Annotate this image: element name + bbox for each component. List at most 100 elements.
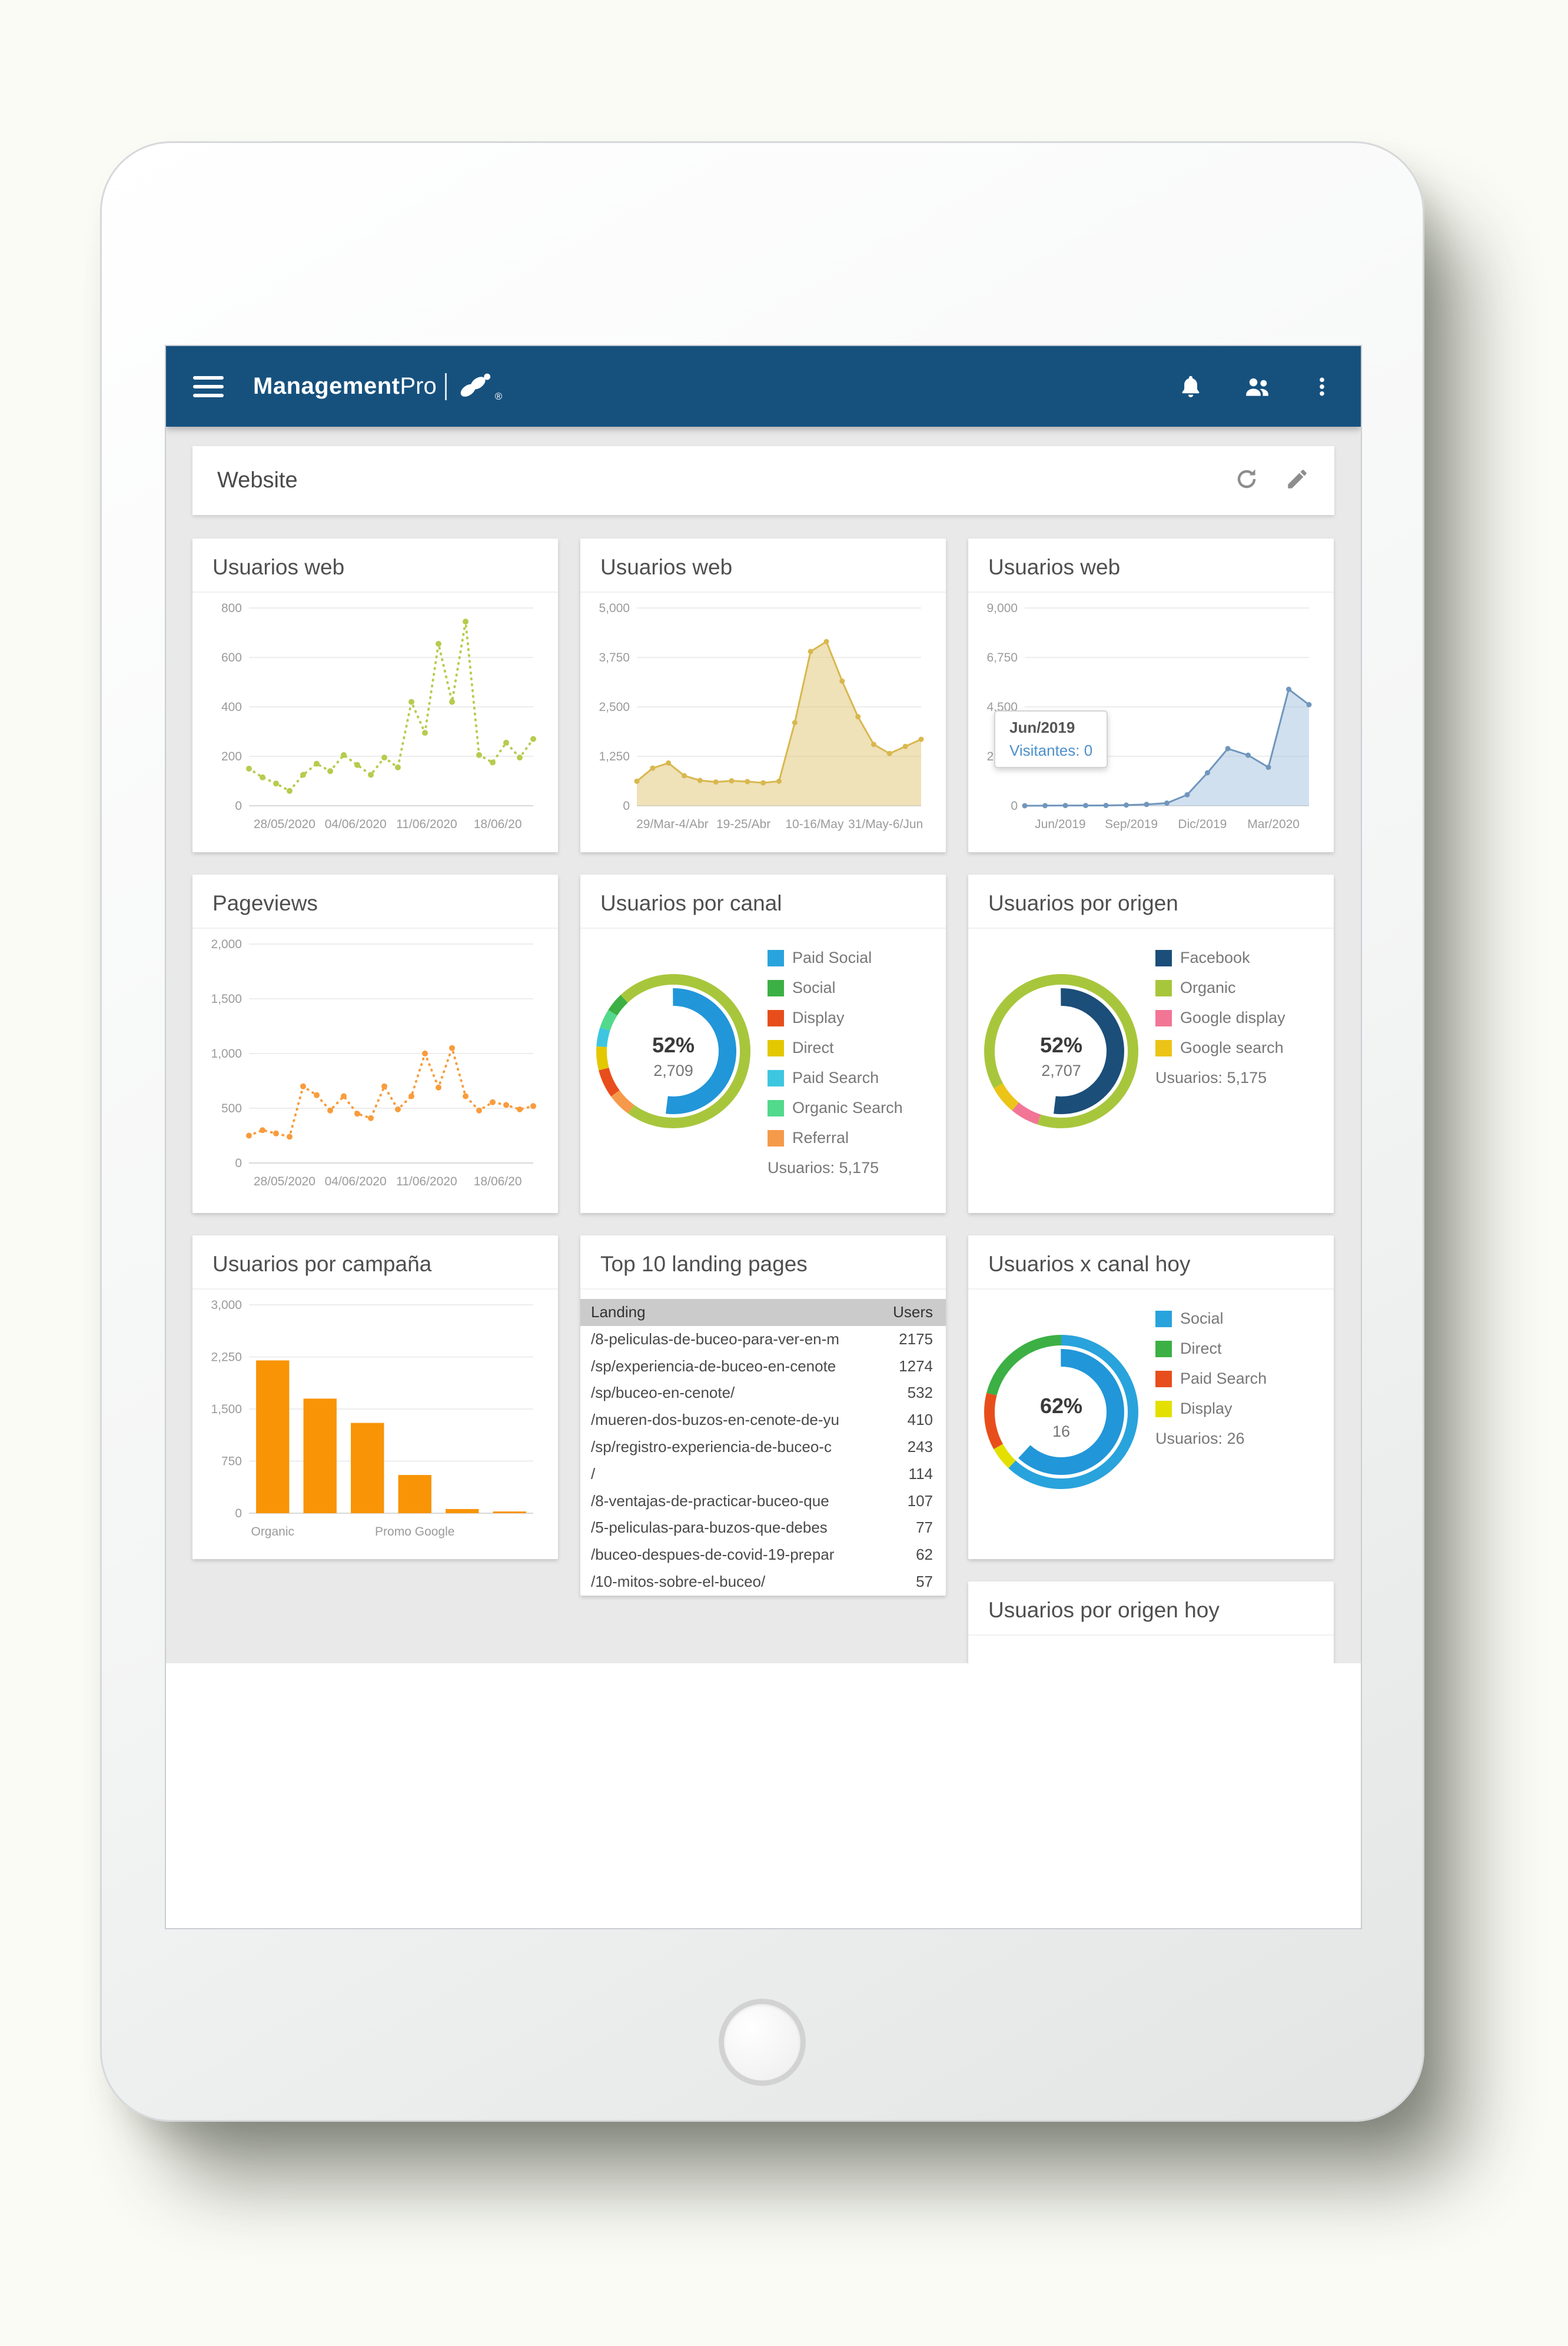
column-header-users: Users — [893, 1303, 933, 1321]
users-count-cell: 114 — [908, 1464, 933, 1483]
page-title: Website — [217, 468, 298, 493]
card-title: Usuarios por campaña — [192, 1235, 558, 1290]
card-usuarios-por-campana: Usuarios por campaña 0 750 1,500 2,250 3,000… — [192, 1235, 558, 1559]
area-chart-usuarios-web-2[interactable]: 0 1,250 2,500 3,750 5,000 29/Mar-4/Abr 19-25/A… — [589, 599, 931, 835]
tablet-frame: Management Pro ® — [100, 141, 1424, 2122]
legend-item: Direct — [768, 1039, 940, 1057]
users-people-icon[interactable] — [1242, 371, 1273, 402]
legend-label: Google display — [1180, 1009, 1285, 1026]
screen-bottom-blank — [166, 1663, 1361, 1928]
svg-text:19-25/Abr: 19-25/Abr — [716, 818, 770, 831]
menu-icon[interactable] — [193, 376, 224, 397]
legend-label: Display — [1180, 1400, 1233, 1417]
usuarios-total: Usuarios: 5,175 — [768, 1159, 879, 1177]
home-button[interactable] — [719, 1999, 806, 2086]
legend-label: Direct — [792, 1039, 834, 1056]
cards-grid: Usuarios web 0 200 400 600 800 28/05/2020 04/0… — [192, 539, 1334, 1663]
legend-color-swatch — [768, 1039, 784, 1056]
svg-text:5,000: 5,000 — [599, 602, 630, 615]
svg-text:52%: 52% — [652, 1033, 695, 1057]
table-row: /8-ventajas-de-practicar-buceo-que 107 — [580, 1488, 946, 1515]
legend-label: Google search — [1180, 1039, 1284, 1056]
legend-color-swatch — [1155, 1370, 1172, 1387]
legend-item: Referral — [768, 1129, 940, 1147]
card-usuarios-web-3: Usuarios web 02,2504,5006,7509,000Jun/20… — [968, 539, 1334, 852]
legend-item: Google display — [1155, 1009, 1328, 1027]
table-row: /5-peliculas-para-buzos-que-debes 77 — [580, 1514, 946, 1541]
card-pageviews: Pageviews 0 500 1,000 1,500 2,000 28/05/2020 0… — [192, 875, 558, 1213]
svg-text:1,500: 1,500 — [211, 1403, 242, 1416]
donut-chart-canal[interactable]: 52% 2,709 — [585, 963, 762, 1139]
svg-text:2,500: 2,500 — [599, 700, 630, 714]
card-usuarios-web-2: Usuarios web 0 1,250 2,500 3,750 5,000 29/Mar… — [580, 539, 946, 852]
users-count-cell: 243 — [907, 1437, 933, 1456]
donut-chart-origen[interactable]: 52% 2,707 — [973, 963, 1150, 1139]
legend-label: Organic — [1180, 979, 1236, 996]
landing-path-cell: /sp/registro-experiencia-de-buceo-c — [591, 1437, 832, 1456]
users-count-cell: 410 — [907, 1411, 933, 1429]
users-count-cell: 1274 — [899, 1357, 933, 1375]
legend-color-swatch — [768, 1009, 784, 1026]
legend-canal: Paid Social Social Display Direct Paid Searc… — [768, 932, 940, 1177]
legend-color-swatch — [1155, 1310, 1172, 1327]
svg-text:31/May-6/Jun: 31/May-6/Jun — [848, 818, 923, 831]
svg-text:18/06/20: 18/06/20 — [474, 1175, 522, 1188]
svg-text:0: 0 — [235, 1157, 242, 1170]
users-count-cell: 2175 — [899, 1330, 933, 1348]
svg-text:800: 800 — [221, 602, 242, 615]
dashboard-content: Website Usuarios web 0 200 400 600 800 28/05/… — [166, 427, 1361, 1663]
line-chart-pageviews[interactable]: 0 500 1,000 1,500 2,000 28/05/2020 04/06/2020 1… — [201, 935, 543, 1192]
table-row: /8-peliculas-de-buceo-para-ver-en-m 2175 — [580, 1326, 946, 1353]
card-usuarios-por-origen-hoy: Usuarios por origen hoy — [968, 1581, 1334, 1663]
svg-text:Dic/2019: Dic/2019 — [1178, 818, 1227, 831]
legend-label: Social — [792, 979, 836, 996]
legend-item: Display — [768, 1009, 940, 1027]
line-chart-usuarios-web-1[interactable]: 0 200 400 600 800 28/05/2020 04/06/2020 11/06/2… — [201, 599, 543, 835]
svg-text:500: 500 — [221, 1102, 242, 1115]
table-row: /mueren-dos-buzos-en-cenote-de-yu 410 — [580, 1407, 946, 1434]
svg-text:0: 0 — [623, 799, 630, 813]
brand-name-light: Pro — [400, 373, 437, 399]
svg-text:2,707: 2,707 — [1041, 1062, 1081, 1079]
refresh-icon[interactable] — [1233, 466, 1260, 496]
svg-text:3,000: 3,000 — [211, 1298, 242, 1312]
svg-text:1,500: 1,500 — [211, 992, 242, 1006]
table-row: /10-mitos-sobre-el-buceo/57 — [580, 1569, 946, 1596]
legend-label: Direct — [1180, 1340, 1222, 1357]
notifications-bell-icon[interactable] — [1177, 373, 1204, 400]
landing-path-cell: /buceo-despues-de-covid-19-prepar — [591, 1546, 835, 1564]
legend-item: Organic — [1155, 979, 1328, 997]
usuarios-total: Usuarios: 26 — [1155, 1430, 1245, 1447]
landing-path-cell: /8-ventajas-de-practicar-buceo-que — [591, 1491, 829, 1510]
table-row: /sp/registro-experiencia-de-buceo-c 243 — [580, 1434, 946, 1461]
more-kebab-icon[interactable] — [1310, 375, 1334, 398]
table-row: /sp/buceo-en-cenote/532 — [580, 1380, 946, 1407]
legend-color-swatch — [1155, 1009, 1172, 1026]
svg-text:10-16/May: 10-16/May — [785, 818, 844, 831]
card-usuarios-por-canal: Usuarios por canal 52% 2,709 Paid Social S… — [580, 875, 946, 1213]
svg-text:9,000: 9,000 — [986, 602, 1018, 615]
svg-text:3,750: 3,750 — [599, 651, 630, 664]
legend-label: Paid Social — [792, 949, 872, 966]
card-title: Usuarios web — [968, 539, 1334, 593]
svg-text:1,250: 1,250 — [599, 750, 630, 763]
legend-color-swatch — [768, 949, 784, 966]
svg-text:0: 0 — [235, 1507, 242, 1520]
card-usuarios-web-1: Usuarios web 0 200 400 600 800 28/05/2020 04/0… — [192, 539, 558, 852]
legend-label: Paid Search — [1180, 1370, 1267, 1387]
bar-chart-campana[interactable]: 0 750 1,500 2,250 3,000 Organic Promo Google — [201, 1295, 543, 1543]
legend-item: Direct — [1155, 1340, 1328, 1358]
legend-item: Facebook — [1155, 949, 1328, 967]
edit-pencil-icon[interactable] — [1285, 467, 1310, 494]
svg-text:Jun/2019: Jun/2019 — [1035, 818, 1085, 831]
svg-text:400: 400 — [221, 700, 242, 714]
legend-item: Paid Search — [1155, 1370, 1328, 1388]
donut-chart-canal-hoy[interactable]: 62%16 — [973, 1324, 1150, 1500]
svg-text:6,750: 6,750 — [986, 651, 1018, 664]
column-2: Usuarios web 0 1,250 2,500 3,750 5,000 29/Mar… — [580, 539, 946, 1596]
svg-text:52%: 52% — [1040, 1033, 1082, 1057]
brand-name-bold: Management — [253, 373, 400, 399]
svg-text:28/05/2020: 28/05/2020 — [254, 1175, 315, 1188]
svg-text:28/05/2020: 28/05/2020 — [254, 818, 315, 831]
column-1: Usuarios web 0 200 400 600 800 28/05/2020 04/0… — [192, 539, 558, 1559]
